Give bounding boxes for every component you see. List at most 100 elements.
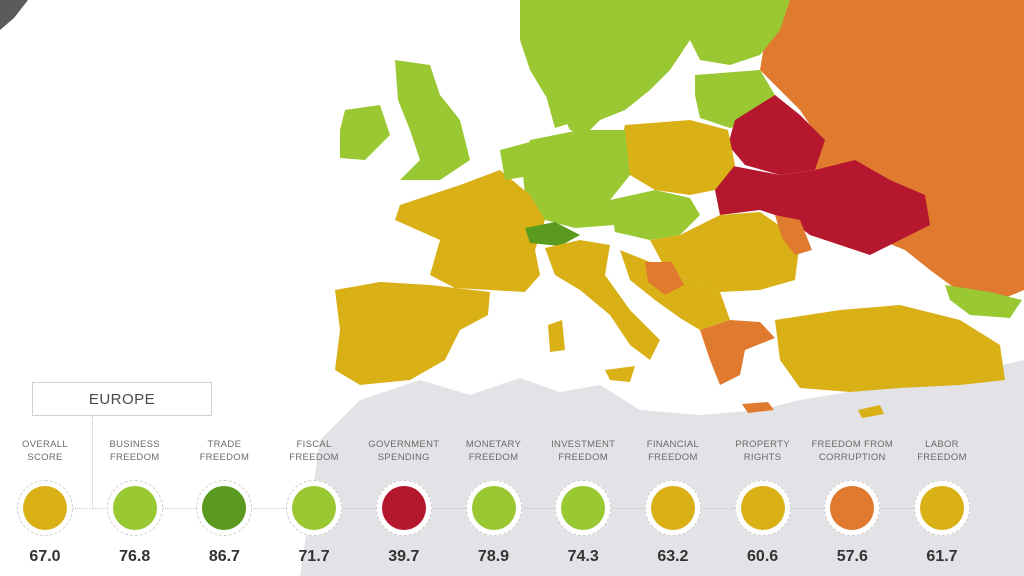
indicator-label-line1: GOVERNMENT [368, 439, 440, 450]
indicator-item[interactable]: TRADE FREEDOM 86.7 [169, 438, 279, 566]
indicator-score: 67.0 [29, 548, 61, 565]
indicator-label-line1: MONETARY [465, 439, 522, 450]
indicator-label: BUSINESS FREEDOM [80, 438, 190, 474]
indicator-label-line2: FREEDOM [199, 452, 250, 463]
indicator-ring[interactable] [375, 480, 432, 536]
country-benelux[interactable] [500, 142, 535, 180]
country-moldova[interactable] [775, 215, 812, 255]
indicator-ring[interactable] [286, 480, 343, 536]
crete[interactable] [742, 402, 774, 413]
indicator-score: 74.3 [567, 548, 599, 565]
indicator-color-circle[interactable] [830, 486, 875, 530]
indicator-score: 76.8 [119, 548, 151, 565]
indicator-label: FINANCIAL FREEDOM [618, 438, 728, 474]
indicator-label: GOVERNMENT SPENDING [349, 438, 459, 474]
indicator-score: 63.2 [657, 548, 689, 565]
indicator-item[interactable]: BUSINESS FREEDOM 76.8 [80, 438, 190, 566]
country-ireland[interactable] [340, 105, 390, 160]
indicator-color-circle[interactable] [23, 486, 67, 530]
country-bosnia[interactable] [645, 262, 684, 295]
country-turkey[interactable] [775, 305, 1005, 392]
indicator-item[interactable]: PROPERTY RIGHTS 60.6 [708, 438, 818, 566]
country-belarus[interactable] [728, 95, 825, 175]
indicator-color-circle[interactable] [471, 486, 516, 530]
indicator-label: FISCAL FREEDOM [259, 438, 369, 474]
indicator-item[interactable]: LABOR FREEDOM 61.7 [887, 438, 997, 566]
country-finland[interactable] [690, 0, 790, 65]
indicator-item[interactable]: FREEDOM FROM CORRUPTION 57.6 [797, 438, 907, 566]
indicator-ring[interactable] [555, 480, 612, 536]
indicator-label-line1: INVESTMENT [551, 439, 616, 450]
indicator-ring[interactable] [644, 480, 701, 536]
indicator-label-line2: CORRUPTION [818, 452, 886, 463]
indicator-label: OVERALL SCORE [0, 438, 100, 474]
indicator-label: MONETARY FREEDOM [439, 438, 549, 474]
indicator-ring[interactable] [465, 480, 522, 536]
indicator-label-line1: PROPERTY [735, 439, 790, 450]
indicator-label-line2: FREEDOM [468, 452, 519, 463]
indicator-item[interactable]: INVESTMENT FREEDOM 74.3 [528, 438, 638, 566]
indicator-label: TRADE FREEDOM [169, 438, 279, 474]
indicator-ring[interactable] [196, 480, 253, 536]
sicily[interactable] [605, 366, 635, 382]
indicator-ring[interactable] [734, 480, 791, 536]
iceland-edge [0, 0, 28, 30]
indicator-label-line2: SPENDING [377, 452, 430, 463]
country-denmark[interactable] [545, 90, 580, 128]
indicator-item[interactable]: MONETARY FREEDOM 78.9 [439, 438, 549, 566]
indicator-ring[interactable] [824, 480, 881, 536]
country-germany[interactable] [522, 130, 630, 228]
country-greece[interactable] [700, 320, 775, 385]
country-uk[interactable] [395, 60, 470, 180]
indicator-label-line1: FISCAL [296, 439, 332, 450]
indicator-ring[interactable] [17, 480, 73, 536]
country-france[interactable] [395, 170, 545, 292]
indicator-label-line1: OVERALL [22, 439, 68, 450]
indicator-item[interactable]: GOVERNMENT SPENDING 39.7 [349, 438, 459, 566]
country-russia[interactable] [760, 0, 1024, 300]
indicator-score: 78.9 [477, 548, 510, 565]
cyprus[interactable] [858, 405, 884, 418]
country-hungary-romania[interactable] [650, 212, 800, 292]
country-spain-portugal[interactable] [335, 282, 490, 385]
indicator-label-line2: FREEDOM [109, 452, 160, 463]
indicator-label: FREEDOM FROM CORRUPTION [797, 438, 907, 474]
country-georgia[interactable] [945, 285, 1022, 318]
indicator-ring[interactable] [914, 480, 970, 536]
indicator-score: 60.6 [747, 548, 779, 565]
indicator-color-circle[interactable] [740, 486, 785, 530]
indicator-color-circle[interactable] [381, 486, 426, 530]
connector-line-horizontal [72, 508, 972, 509]
indicator-label-line2: FREEDOM [917, 452, 967, 463]
indicator-row: OVERALL SCORE 67.0 BUSINESS FREEDOM 76.8 TRADE… [0, 438, 1024, 576]
country-poland[interactable] [620, 120, 735, 195]
indicator-label-line2: SCORE [27, 452, 63, 463]
sardinia[interactable] [548, 320, 565, 352]
indicator-score: 86.7 [208, 548, 240, 565]
indicator-label: INVESTMENT FREEDOM [528, 438, 638, 474]
indicator-label-line1: FINANCIAL [646, 439, 700, 450]
indicator-color-circle[interactable] [920, 486, 964, 530]
indicator-ring[interactable] [106, 480, 163, 536]
indicator-item[interactable]: FINANCIAL FREEDOM 63.2 [618, 438, 728, 566]
indicator-score: 71.7 [298, 548, 330, 565]
country-switzerland[interactable] [525, 222, 580, 246]
region-name-box: EUROPE [32, 382, 212, 416]
indicator-score: 39.7 [388, 548, 420, 565]
country-italy[interactable] [545, 240, 660, 360]
region-name: EUROPE [88, 390, 156, 408]
indicator-color-circle[interactable] [650, 486, 695, 530]
indicator-color-circle[interactable] [202, 486, 247, 530]
connector-line-vertical [92, 416, 93, 508]
country-central-europe[interactable] [610, 190, 700, 240]
indicator-label: LABOR FREEDOM [887, 438, 997, 474]
indicator-color-circle[interactable] [112, 486, 157, 530]
indicator-label-line1: LABOR [925, 439, 959, 450]
indicator-color-circle[interactable] [561, 486, 606, 530]
indicator-item[interactable]: FISCAL FREEDOM 71.7 [259, 438, 369, 566]
indicator-label-line1: TRADE [207, 439, 242, 450]
indicator-item[interactable]: OVERALL SCORE 67.0 [0, 438, 100, 566]
indicator-color-circle[interactable] [292, 486, 337, 530]
indicator-label: PROPERTY RIGHTS [708, 438, 818, 474]
country-ukraine[interactable] [715, 160, 930, 255]
